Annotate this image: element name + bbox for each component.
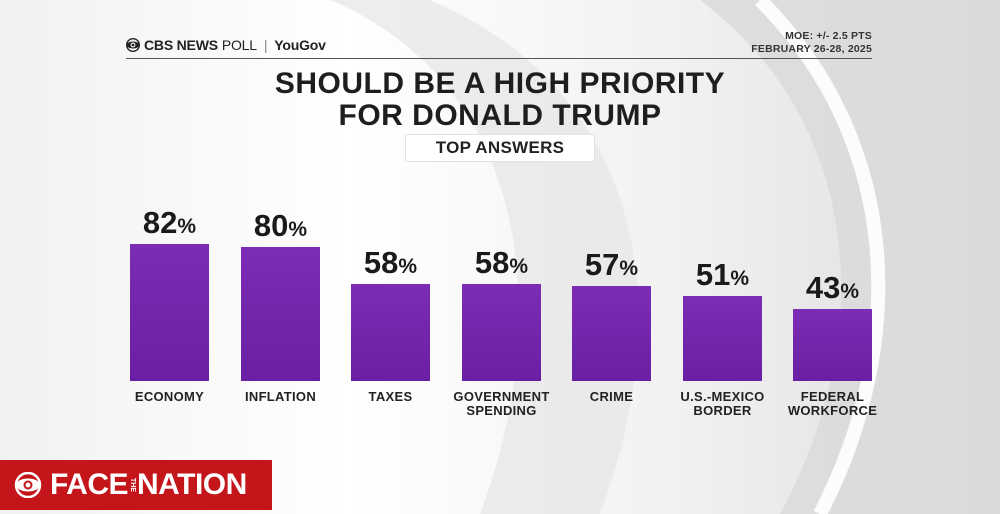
bar-3 [462, 284, 541, 381]
poll-meta: MOE: +/- 2.5 PTS FEBRUARY 26-28, 2025 [751, 30, 872, 56]
category-label-2: TAXES [368, 389, 413, 404]
face-the-nation-logo: FACE THE NATION [0, 460, 272, 510]
category-label-3: GOVERNMENT SPENDING [453, 389, 550, 418]
chart-subtitle: TOP ANSWERS [405, 134, 595, 162]
cbs-eye-icon [126, 38, 140, 52]
poll-dates: FEBRUARY 26-28, 2025 [751, 43, 872, 55]
chart-title-line2: FOR DONALD TRUMP [338, 99, 662, 132]
brand-network: CBS NEWS [144, 37, 218, 53]
bar-4 [572, 286, 651, 381]
show-name-left: FACE [50, 468, 129, 501]
category-label-4: CRIME [589, 389, 634, 404]
bar-value-label-6: 43% [805, 270, 860, 305]
cbs-eye-logo-icon [14, 472, 42, 498]
bar-value-label-5: 51% [695, 257, 750, 292]
category-label-5: U.S.-MEXICO BORDER [680, 389, 765, 418]
chart-title-line1: SHOULD BE A HIGH PRIORITY [274, 67, 726, 100]
bar-value-label-1: 80% [253, 208, 308, 243]
show-name-right: NATION [137, 468, 247, 501]
category-label-1: INFLATION [244, 389, 317, 404]
bar-value-label-2: 58% [363, 245, 418, 280]
header-divider [126, 58, 872, 59]
bar-5 [683, 296, 762, 381]
brand-line: CBS NEWS POLL | YouGov [126, 37, 326, 53]
show-name-middle: THE [129, 478, 137, 492]
bar-value-label-3: 58% [474, 245, 529, 280]
brand-poll: POLL [221, 37, 257, 53]
bar-0 [130, 244, 209, 381]
brand-partner: YouGov [274, 37, 326, 53]
bar-value-label-4: 57% [584, 247, 639, 282]
bar-1 [241, 247, 320, 381]
bar-6 [793, 309, 872, 381]
bar-value-label-0: 82% [142, 205, 197, 240]
category-label-0: ECONOMY [134, 389, 205, 404]
bar-2 [351, 284, 430, 381]
category-label-6: FEDERAL WORKFORCE [787, 389, 878, 418]
brand-separator: | [263, 37, 268, 53]
margin-of-error: MOE: +/- 2.5 PTS [785, 30, 872, 42]
